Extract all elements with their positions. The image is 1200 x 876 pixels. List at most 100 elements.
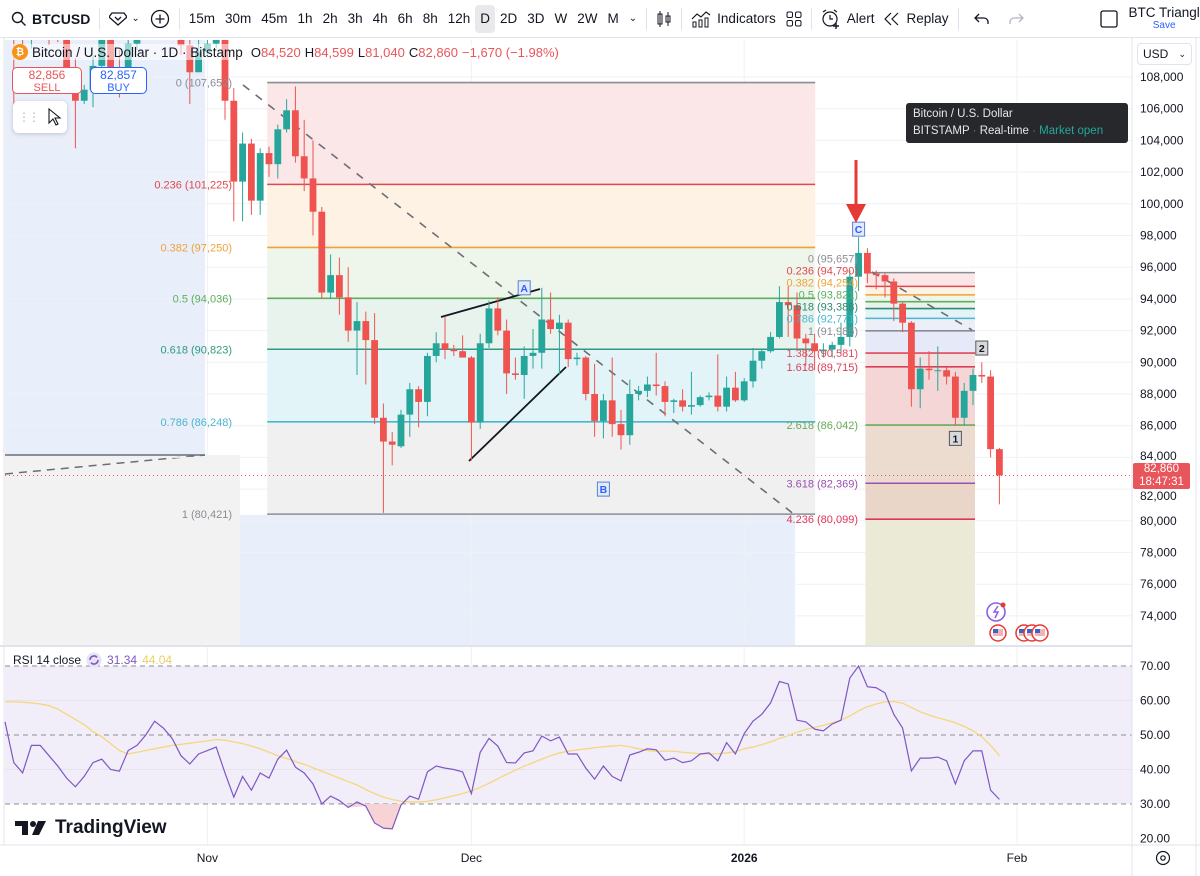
candle-body [881,275,889,282]
candle [749,348,757,388]
interval-W[interactable]: W [554,11,568,26]
candle [239,132,246,222]
fib-band [267,421,816,515]
candle [617,409,625,450]
dashed-trendline [4,454,206,475]
candle [512,357,519,380]
buy-button[interactable]: 82,857 BUY [90,67,147,94]
alert-button[interactable]: Alert [816,5,880,33]
series-legend: ₿ Bitcoin / U.S. Dollar · 1D · Bitstamp … [12,44,559,60]
fib-band [865,483,975,520]
candle-body [327,275,334,293]
candle-body [292,110,299,157]
top-toolbar: BTCUSD ⌄ 15m 30m 45m 1h 2h 3h 4h 6h 8h 12h D 2D 3D W 2… [0,0,1200,38]
currency-dropdown[interactable]: USD ⌄ [1137,43,1192,65]
fib-band [865,330,975,354]
candle [960,382,968,426]
replay-label: Replay [906,11,949,26]
interval-8h[interactable]: 8h [422,11,438,26]
interval-2D[interactable]: 2D [500,11,518,26]
refresh-icon[interactable] [86,652,102,668]
candle-body [265,153,273,165]
settings-gear-icon[interactable] [1155,850,1171,866]
interval-3h[interactable]: 3h [347,11,363,26]
interval-D[interactable]: D [475,4,495,33]
candle [265,146,273,177]
candle-body [749,360,757,382]
redo-icon [1008,13,1024,24]
candle-body [274,129,282,165]
fib-level-label: 2.618 (86,042) [786,420,858,432]
interval-6h[interactable]: 6h [397,11,413,26]
compare-symbol-button[interactable] [145,5,175,33]
settings-gear-icon[interactable] [1160,855,1166,861]
candle [820,343,827,358]
interval-12h[interactable]: 12h [447,11,471,26]
redo-button[interactable] [1003,5,1029,33]
candle [441,316,449,360]
rsi-axis-label: 50.00 [1140,728,1170,742]
divider [957,7,959,30]
replay-button[interactable]: Replay [879,5,953,33]
rsi-legend: RSI 14 close 31.34 44.04 [13,652,172,668]
candle [371,313,378,425]
candle [732,371,739,402]
divider [681,7,683,30]
rsi-value: 31.34 [107,653,138,667]
interval-15m[interactable]: 15m [188,11,215,26]
candle [415,386,422,428]
tradingview-logo-icon [15,821,46,835]
layout-name-block[interactable]: BTC Triangl Save [1129,5,1200,32]
interval-3D[interactable]: 3D [527,11,545,26]
chevron-down-icon: ⌄ [1178,48,1186,59]
candle-body [846,276,854,337]
candle [740,378,748,402]
candle-body [925,368,933,371]
cursor-arrow-icon[interactable] [48,108,62,126]
templates-button[interactable] [781,5,807,33]
candle [230,88,238,222]
interval-4h[interactable]: 4h [372,11,388,26]
layout-checkbox[interactable] [1095,5,1123,33]
candle [934,346,942,391]
drag-handle-icon[interactable]: ⋮⋮ [18,110,40,124]
candle [846,270,854,347]
symbol-type-dropdown[interactable]: ⌄ [104,5,144,33]
candle-body [784,302,792,306]
chart-type-button[interactable] [651,5,677,33]
candle-body [952,376,959,418]
save-button[interactable]: Save [1152,19,1176,31]
interval-45m[interactable]: 45m [261,11,288,26]
candle-body [626,394,634,436]
candle-body [776,302,783,337]
buy-label: BUY [107,82,130,94]
sell-button[interactable]: 82,856 SELL [12,67,82,94]
candle [872,270,880,290]
chevron-down-icon[interactable]: ⌄ [628,13,638,24]
interval-2W[interactable]: 2W [577,11,598,26]
interval-2h[interactable]: 2h [322,11,338,26]
interval-M[interactable]: M [607,11,619,26]
candle [908,321,915,407]
tradingview-watermark[interactable]: TradingView [15,817,167,839]
candle [608,357,616,437]
rsi-label[interactable]: RSI 14 close [13,653,82,667]
candle-body [969,374,977,391]
candle [344,267,352,342]
series-title[interactable]: Bitcoin / U.S. Dollar · 1D · Bitstamp [32,44,243,60]
sell-price: 82,856 [28,68,66,82]
rsi-axis-label: 60.00 [1140,694,1170,708]
us-flag-event-icon [1019,629,1024,633]
candle [468,355,475,461]
indicators-button[interactable]: Indicators [686,5,781,33]
fib-band [267,247,816,299]
candle [450,344,458,356]
interval-30m[interactable]: 30m [225,11,252,26]
tooltip-meta: BITSTAMP · Real-time · Market open [913,125,1104,137]
undo-button[interactable] [969,5,995,33]
interval-1h[interactable]: 1h [297,11,313,26]
candle-body [318,211,326,293]
symbol-search[interactable]: BTCUSD [6,5,95,33]
candle-body [538,319,546,353]
